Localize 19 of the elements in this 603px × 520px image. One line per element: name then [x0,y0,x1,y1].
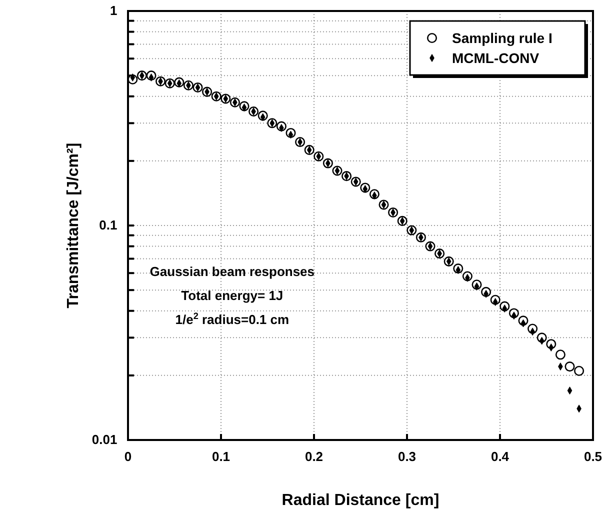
x-tick-label: 0.4 [490,449,510,464]
point [574,366,584,376]
y-tick-label: 0.01 [92,432,118,448]
y-tick-label: 1 [110,3,118,18]
point [555,350,566,360]
x-tick-label: 0.2 [304,449,324,464]
x-tick-label: 0.3 [398,449,416,464]
x-tick-label: 0.1 [212,449,230,464]
y-tick-label: 0.1 [99,218,118,233]
y-axis-title: Transmittance [J/cm²] [65,142,82,308]
annotation: 1/e$^{2}$ radius=0.1 cm [175,311,290,328]
x-tick-label: 0 [124,449,132,464]
x-tick-label: 0.5 [584,449,602,464]
point [564,362,575,372]
annotation: Gaussian beam responses [150,264,315,280]
x-axis-title: Radial Distance [cm] [282,492,440,509]
legend-label: Sampling rule I [452,30,552,46]
legend-label: MCML-CONV [452,50,540,66]
annotation: Total energy= 1J [181,288,284,304]
